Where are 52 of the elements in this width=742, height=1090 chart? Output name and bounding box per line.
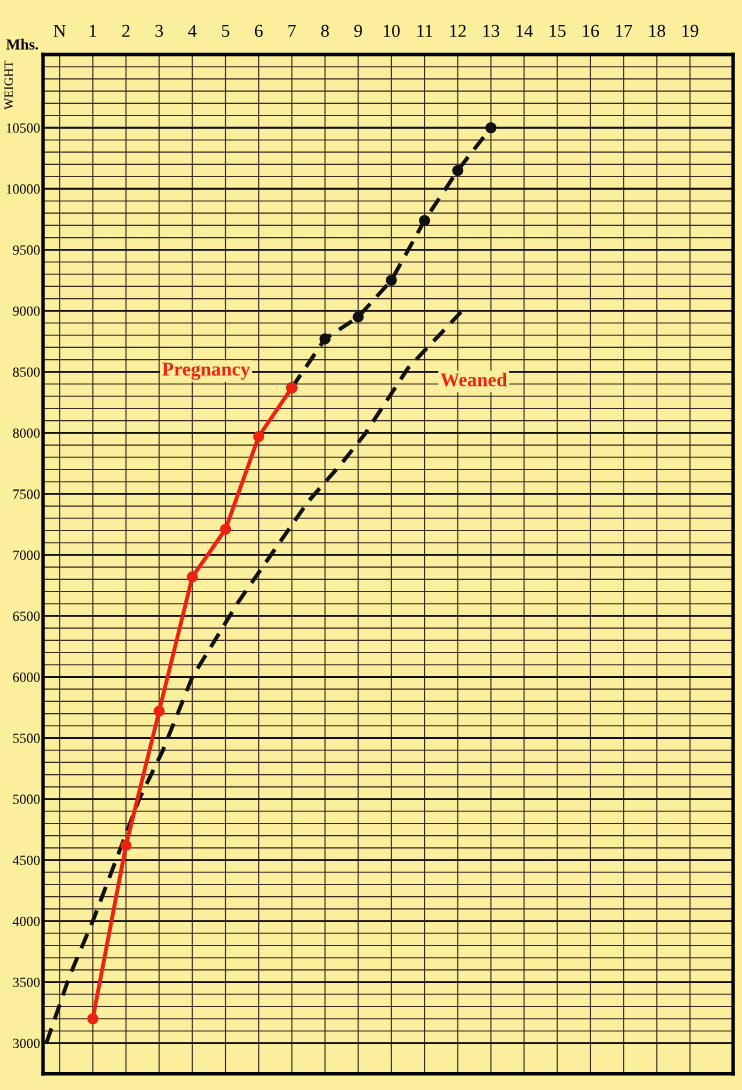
x-tick-label: 6	[254, 24, 263, 37]
point	[485, 122, 497, 134]
x-tick-label: 1	[89, 24, 97, 37]
y-tick-label: 9500	[12, 245, 40, 255]
series-label: Pregnancy	[162, 362, 250, 380]
y-tick-label: 7000	[13, 550, 40, 560]
y-tick-label: 8500	[13, 367, 40, 377]
point	[419, 214, 431, 227]
point	[352, 311, 364, 323]
y-tick-label: 4500	[12, 855, 40, 866]
x-tick-label: 19	[682, 24, 699, 37]
point	[219, 523, 232, 535]
x-tick-label: 16	[583, 24, 599, 37]
y-tick-label: 5500	[13, 733, 40, 743]
y-tick-label: 3000	[13, 1038, 40, 1049]
x-tick-label: 8	[321, 24, 329, 37]
point	[186, 571, 198, 583]
y-tick-label: 5000	[13, 794, 40, 804]
x-tick-label: 2	[122, 24, 130, 37]
point	[253, 430, 265, 443]
x-axis-title: Mhs.	[6, 38, 38, 50]
y-axis-title: WEIGHT	[4, 60, 13, 110]
point	[452, 164, 464, 177]
series-label: Weaned	[440, 372, 507, 387]
y-tick-label: 7500	[13, 489, 40, 499]
y-tick-label: 9000	[12, 306, 40, 316]
x-tick-label: 10	[383, 24, 400, 37]
x-tick-label: 4	[188, 24, 197, 37]
point	[153, 705, 165, 717]
x-tick-label: 3	[155, 24, 163, 37]
x-tick-label: 11	[417, 24, 433, 37]
point	[385, 274, 397, 286]
x-tick-label: 9	[354, 24, 362, 37]
x-tick-label: N	[53, 24, 66, 37]
point	[319, 333, 331, 345]
y-tick-label: 10000	[6, 184, 40, 194]
y-tick-label: 4000	[12, 916, 40, 927]
x-tick-label: 13	[483, 24, 500, 37]
x-tick-label: 15	[549, 24, 566, 37]
y-tick-label: 3500	[13, 977, 40, 988]
y-tick-label: 8000	[13, 428, 40, 438]
x-tick-label: 17	[616, 24, 633, 37]
point	[120, 839, 132, 851]
point	[87, 1013, 99, 1025]
x-tick-label: 14	[516, 24, 533, 37]
x-tick-label: 7	[288, 24, 296, 37]
x-tick-label: 12	[450, 24, 466, 37]
x-tick-label: 5	[222, 24, 230, 37]
y-tick-label: 10500	[6, 123, 40, 133]
x-tick-label: 18	[649, 24, 666, 37]
y-tick-label: 6500	[13, 611, 40, 621]
y-tick-label: 6000	[13, 672, 40, 682]
